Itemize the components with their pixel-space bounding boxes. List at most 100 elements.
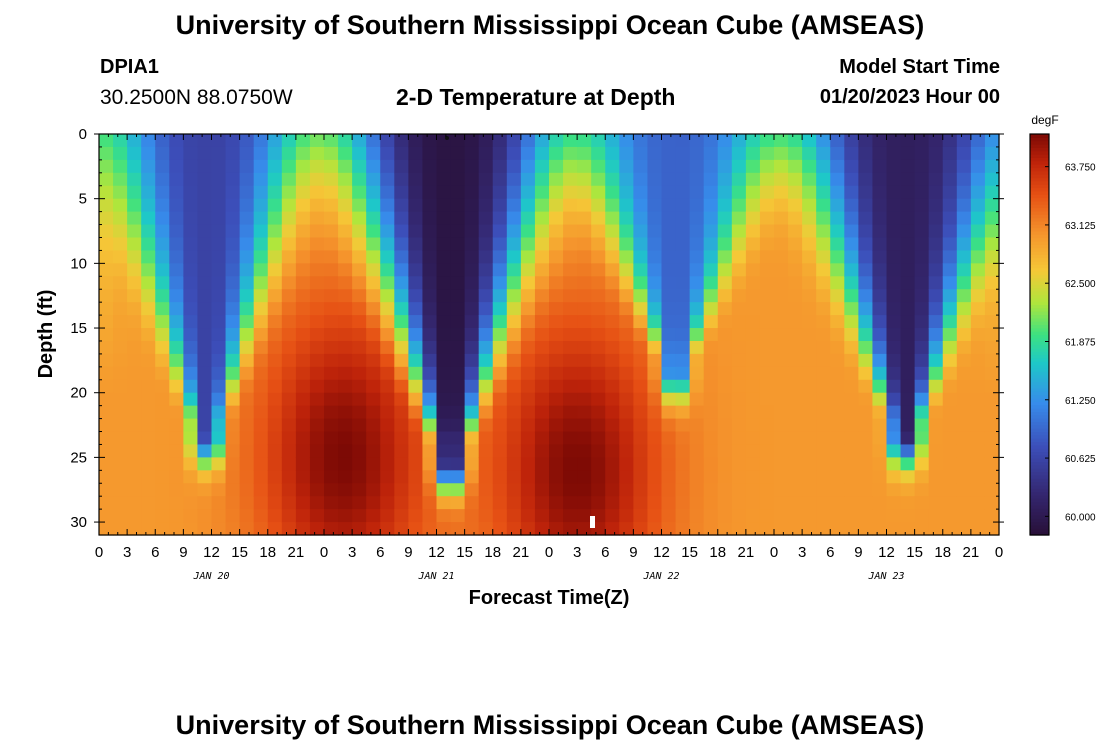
colorbar-segment <box>1030 307 1049 312</box>
heatmap-cell <box>549 392 564 407</box>
heatmap-cell <box>113 237 128 252</box>
heatmap-cell <box>928 198 944 213</box>
heatmap-cell <box>886 237 902 252</box>
heatmap-cell <box>914 211 930 226</box>
heatmap-cell <box>197 379 213 394</box>
heatmap-cell <box>647 496 663 510</box>
heatmap-cell <box>774 237 789 252</box>
heatmap-cell <box>830 146 845 161</box>
heatmap-cell <box>928 353 944 368</box>
heatmap-cell <box>689 276 705 290</box>
heatmap-cell <box>886 405 902 420</box>
heatmap-cell <box>675 379 691 394</box>
heatmap-cell <box>647 431 663 446</box>
heatmap-cell <box>563 172 578 187</box>
heatmap-cell <box>464 353 480 368</box>
heatmap-cell <box>774 418 789 433</box>
heatmap-cell <box>169 340 184 355</box>
heatmap-cell <box>844 444 859 458</box>
heatmap-cell <box>675 159 691 174</box>
heatmap-cell <box>703 211 719 226</box>
colorbar-segment <box>1030 478 1049 483</box>
heatmap-cell <box>520 522 536 536</box>
heatmap-cell <box>647 289 663 303</box>
heatmap-cell <box>816 134 831 148</box>
heatmap-cell <box>774 444 789 458</box>
heatmap-cell <box>619 392 634 407</box>
heatmap-cell <box>774 379 789 394</box>
heatmap-cell <box>464 289 480 303</box>
heatmap-cell <box>422 392 438 407</box>
heatmap-cell <box>703 315 719 329</box>
heatmap-cell <box>352 328 367 342</box>
heatmap-cell <box>197 366 213 381</box>
heatmap-cell <box>984 302 1000 316</box>
heatmap-cell <box>450 237 466 252</box>
heatmap-cell <box>563 289 578 303</box>
heatmap-cell <box>352 353 367 368</box>
heatmap-cell <box>113 289 128 303</box>
heatmap-cell <box>169 289 184 303</box>
heatmap-cell <box>99 483 114 497</box>
heatmap-cell <box>788 263 803 277</box>
heatmap-cell <box>802 134 817 148</box>
heatmap-cell <box>267 328 283 342</box>
heatmap-cell <box>605 366 620 381</box>
heatmap-cell <box>309 457 325 471</box>
heatmap-cell <box>267 522 283 536</box>
heatmap-cell <box>506 237 522 252</box>
heatmap-cell <box>155 392 170 407</box>
heatmap-cell <box>689 457 705 471</box>
heatmap-cell <box>549 431 564 446</box>
heatmap-cell <box>633 418 649 433</box>
heatmap-cell <box>422 366 438 381</box>
heatmap-cell <box>858 522 874 536</box>
heatmap-cell <box>830 366 845 381</box>
heatmap-cell <box>956 198 972 213</box>
heatmap-cell <box>788 444 803 458</box>
heatmap-cell <box>492 431 508 446</box>
heatmap-cell <box>309 237 325 252</box>
heatmap-cell <box>900 392 916 407</box>
heatmap-cell <box>155 457 170 471</box>
heatmap-cell <box>295 211 311 226</box>
heatmap-cell <box>942 134 958 148</box>
heatmap-cell <box>281 379 297 394</box>
heatmap-cell <box>380 366 395 381</box>
heatmap-cell <box>703 379 719 394</box>
colorbar-segment <box>1030 260 1049 265</box>
heatmap-cell <box>956 470 972 484</box>
heatmap-cell <box>464 431 480 446</box>
heatmap-cell <box>774 353 789 368</box>
heatmap-cell <box>225 159 241 174</box>
heatmap-cell <box>647 172 663 187</box>
heatmap-cell <box>239 470 255 484</box>
heatmap-cell <box>914 496 930 510</box>
heatmap-cell <box>788 340 803 355</box>
heatmap-cell <box>830 211 845 226</box>
heatmap-cell <box>942 470 958 484</box>
heatmap-cell <box>380 496 395 510</box>
heatmap-cell <box>155 315 170 329</box>
heatmap-cell <box>745 237 761 252</box>
heatmap-cell <box>914 134 930 148</box>
heatmap-cell <box>802 289 817 303</box>
heatmap-cell <box>436 470 452 484</box>
heatmap-cell <box>225 392 241 407</box>
heatmap-cell <box>366 198 381 213</box>
heatmap-cell <box>155 237 170 252</box>
heatmap-cell <box>830 134 845 148</box>
heatmap-cell <box>717 509 733 523</box>
heatmap-cell <box>591 496 606 510</box>
heatmap-cell <box>478 431 494 446</box>
heatmap-cell <box>942 172 958 187</box>
colorbar-segment <box>1030 454 1049 459</box>
heatmap-cell <box>464 172 480 187</box>
heatmap-cell <box>619 522 634 536</box>
heatmap-cell <box>774 198 789 213</box>
heatmap-cell <box>338 418 353 433</box>
heatmap-cell <box>422 457 438 471</box>
heatmap-cell <box>380 172 395 187</box>
heatmap-cell <box>394 418 409 433</box>
colorbar-segment <box>1030 354 1049 359</box>
